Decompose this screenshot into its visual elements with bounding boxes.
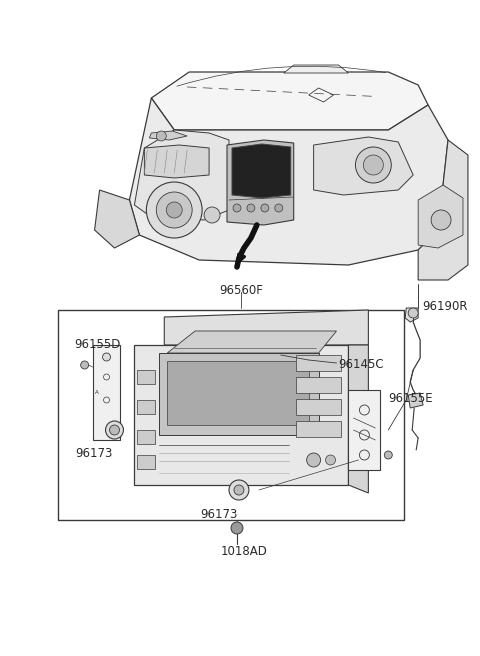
Bar	[137, 455, 156, 469]
Text: 96155E: 96155E	[388, 392, 433, 405]
Bar	[93, 345, 120, 440]
Polygon shape	[348, 345, 368, 493]
Polygon shape	[232, 144, 291, 198]
Polygon shape	[408, 393, 423, 408]
Circle shape	[325, 455, 336, 465]
Text: 96560F: 96560F	[219, 284, 263, 297]
Polygon shape	[284, 65, 348, 73]
Polygon shape	[134, 130, 229, 220]
Circle shape	[229, 480, 249, 500]
Circle shape	[307, 453, 321, 467]
Polygon shape	[313, 137, 413, 195]
Bar	[137, 430, 156, 444]
Text: 1018AD: 1018AD	[221, 545, 268, 558]
Circle shape	[408, 308, 418, 318]
Bar	[296, 421, 340, 437]
Bar	[296, 399, 340, 415]
Polygon shape	[167, 331, 336, 353]
Bar	[167, 361, 309, 425]
Text: 96155D: 96155D	[75, 338, 121, 351]
Polygon shape	[418, 185, 463, 248]
Polygon shape	[130, 98, 448, 265]
Text: 96190R: 96190R	[422, 300, 468, 313]
Circle shape	[156, 192, 192, 228]
Circle shape	[166, 202, 182, 218]
Text: 96145C: 96145C	[338, 358, 384, 371]
Polygon shape	[227, 140, 294, 225]
Bar	[137, 370, 156, 384]
Circle shape	[261, 204, 269, 212]
Polygon shape	[418, 140, 468, 280]
Bar	[58, 310, 404, 520]
Polygon shape	[144, 145, 209, 178]
Polygon shape	[95, 190, 139, 248]
Circle shape	[355, 147, 391, 183]
Circle shape	[231, 522, 243, 534]
Circle shape	[247, 204, 255, 212]
Text: 96173: 96173	[76, 447, 113, 460]
Bar	[134, 345, 348, 485]
Circle shape	[204, 207, 220, 223]
Bar	[348, 390, 380, 470]
Circle shape	[431, 210, 451, 230]
Polygon shape	[164, 310, 368, 345]
Circle shape	[275, 204, 283, 212]
Circle shape	[106, 421, 123, 439]
Circle shape	[384, 451, 392, 459]
Bar	[296, 355, 340, 371]
Circle shape	[363, 155, 384, 175]
Text: 96173: 96173	[200, 508, 238, 521]
Circle shape	[103, 353, 110, 361]
Bar	[296, 377, 340, 393]
Text: A: A	[95, 390, 98, 395]
Bar	[159, 353, 319, 435]
Circle shape	[81, 361, 89, 369]
Circle shape	[156, 131, 166, 141]
Circle shape	[234, 485, 244, 495]
Circle shape	[109, 425, 120, 435]
Polygon shape	[405, 308, 418, 322]
Polygon shape	[151, 72, 428, 130]
Circle shape	[233, 204, 241, 212]
Bar	[137, 400, 156, 414]
Polygon shape	[149, 131, 187, 140]
Circle shape	[146, 182, 202, 238]
